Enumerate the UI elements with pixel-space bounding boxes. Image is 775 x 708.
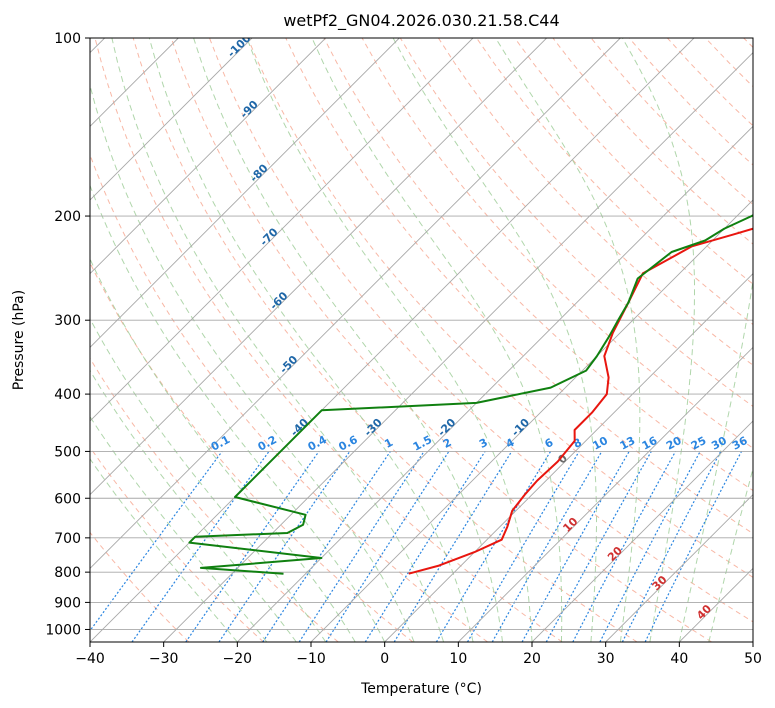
y-tick-label: 600 bbox=[54, 491, 81, 507]
x-tick-label: 20 bbox=[523, 651, 541, 667]
moist-adiabat bbox=[246, 38, 533, 642]
moist-adiabat bbox=[90, 257, 356, 642]
mixing-ratio-lines bbox=[90, 451, 743, 642]
y-axis-label: Pressure (hPa) bbox=[11, 290, 27, 390]
mixing-ratio-line bbox=[262, 451, 391, 642]
y-axis: 100 200 300 400 500 600 700 800 900 1000 bbox=[45, 31, 90, 638]
isotherm-line bbox=[310, 199, 753, 642]
dry-adiabat bbox=[209, 38, 753, 623]
y-tick-label: 100 bbox=[54, 31, 81, 47]
mixing-ratio-line bbox=[90, 451, 223, 632]
x-axis-label: Temperature (°C) bbox=[360, 681, 482, 697]
x-tick-label: 30 bbox=[597, 651, 615, 667]
mixing-ratio-label: 13 bbox=[618, 434, 638, 453]
mixing-ratio-line bbox=[644, 451, 743, 642]
isotherm-line bbox=[90, 38, 621, 569]
mixing-ratio-label: 36 bbox=[730, 434, 750, 453]
moist-adiabat bbox=[708, 466, 753, 642]
isotherm-line bbox=[605, 494, 753, 642]
moist-adiabat bbox=[90, 83, 415, 642]
x-tick-label: −30 bbox=[149, 651, 179, 667]
moist-adiabat bbox=[621, 38, 695, 642]
isotherm-line bbox=[384, 273, 753, 642]
plot-area: -100-90-80-70-60-50-40 -30 -20 -10010203040… bbox=[90, 38, 753, 642]
dry-adiabat bbox=[514, 38, 753, 285]
dry-adiabat bbox=[90, 446, 264, 642]
y-tick-label: 800 bbox=[54, 565, 81, 581]
moist-adiabat bbox=[90, 184, 386, 642]
isotherm-line bbox=[90, 38, 474, 422]
isotherm-line bbox=[90, 38, 547, 496]
dry-adiabat bbox=[90, 153, 488, 642]
x-tick-label: −10 bbox=[296, 651, 326, 667]
x-axis: −40 −30 −20 −10 0 10 20 30 40 50 bbox=[75, 642, 762, 667]
mixing-ratio-line bbox=[545, 451, 652, 642]
y-tick-label: 1000 bbox=[45, 622, 81, 638]
mixing-ratio-label: 30 bbox=[709, 434, 729, 453]
moist-adiabat bbox=[90, 415, 268, 642]
mixing-ratio-line bbox=[621, 451, 722, 642]
isotherm-grid bbox=[90, 38, 753, 642]
dry-adiabat bbox=[247, 38, 753, 578]
moist-adiabat bbox=[148, 38, 474, 642]
y-tick-label: 900 bbox=[54, 595, 81, 611]
isotherm-line bbox=[90, 38, 253, 201]
isotherm-line bbox=[531, 420, 753, 642]
moist-adiabat bbox=[495, 38, 641, 642]
temperature-profile bbox=[408, 227, 753, 575]
mixing-ratio-label: 20 bbox=[664, 434, 684, 453]
profile-series bbox=[188, 214, 753, 575]
mixing-ratio-line bbox=[218, 451, 351, 642]
moist-adiabat bbox=[311, 38, 563, 642]
moist-adiabat bbox=[90, 317, 327, 642]
x-tick-label: 50 bbox=[744, 651, 762, 667]
mixing-ratio-line bbox=[393, 451, 513, 642]
mixing-ratio-line bbox=[185, 451, 320, 642]
dry-adiabat bbox=[90, 357, 339, 642]
x-tick-label: −40 bbox=[75, 651, 105, 667]
isobar-grid bbox=[90, 38, 753, 630]
isotherm-line bbox=[237, 125, 753, 642]
y-tick-label: 300 bbox=[54, 313, 81, 329]
mixing-ratio-line bbox=[521, 451, 630, 642]
moist-adiabat bbox=[392, 38, 597, 642]
dry-adiabat bbox=[170, 38, 712, 642]
chart-title: wetPf2_GN04.2026.030.21.58.C44 bbox=[283, 11, 559, 31]
x-tick-label: 0 bbox=[380, 651, 389, 667]
mixing-ratio-label: 25 bbox=[689, 434, 709, 453]
dry-adiabat bbox=[94, 38, 563, 642]
moist-adiabat bbox=[678, 38, 753, 642]
isotherm-line bbox=[458, 346, 753, 642]
dewpoint-profile bbox=[188, 214, 753, 575]
dry-adiabat bbox=[399, 38, 753, 408]
isotherm-line bbox=[90, 38, 326, 275]
isotherm-line bbox=[163, 52, 753, 642]
moist-adiabat bbox=[111, 38, 445, 642]
mixing-ratio-label: 10 bbox=[590, 434, 610, 453]
plot-frame bbox=[89, 37, 754, 643]
mixing-ratio-label: 16 bbox=[640, 434, 660, 453]
mixing-ratio-line bbox=[298, 451, 425, 642]
x-tick-label: −20 bbox=[223, 651, 253, 667]
x-tick-label: 10 bbox=[449, 651, 467, 667]
mixing-ratio-line bbox=[572, 451, 677, 642]
x-tick-label: 40 bbox=[670, 651, 688, 667]
moist-adiabat bbox=[193, 38, 503, 642]
moist-adiabat bbox=[90, 458, 238, 642]
moist-adiabat bbox=[90, 369, 297, 642]
y-tick-label: 400 bbox=[54, 387, 81, 403]
y-tick-label: 700 bbox=[54, 531, 81, 547]
mixing-ratio-line bbox=[325, 451, 450, 642]
y-tick-label: 500 bbox=[54, 444, 81, 460]
mixing-ratio-line bbox=[364, 451, 486, 642]
isotherm-line bbox=[90, 38, 400, 348]
dry-adiabat bbox=[90, 531, 190, 642]
dry-adiabat bbox=[132, 38, 638, 642]
y-tick-label: 200 bbox=[54, 209, 81, 225]
moist-adiabats bbox=[90, 38, 753, 642]
